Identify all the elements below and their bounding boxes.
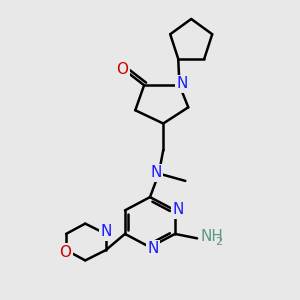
- Text: NH: NH: [200, 230, 223, 244]
- Text: 2: 2: [215, 237, 223, 247]
- Text: N: N: [177, 76, 188, 91]
- Text: O: O: [116, 61, 128, 76]
- Text: N: N: [101, 224, 112, 239]
- Text: N: N: [172, 202, 184, 217]
- Text: O: O: [59, 245, 71, 260]
- Text: N: N: [147, 241, 159, 256]
- Text: N: N: [150, 165, 162, 180]
